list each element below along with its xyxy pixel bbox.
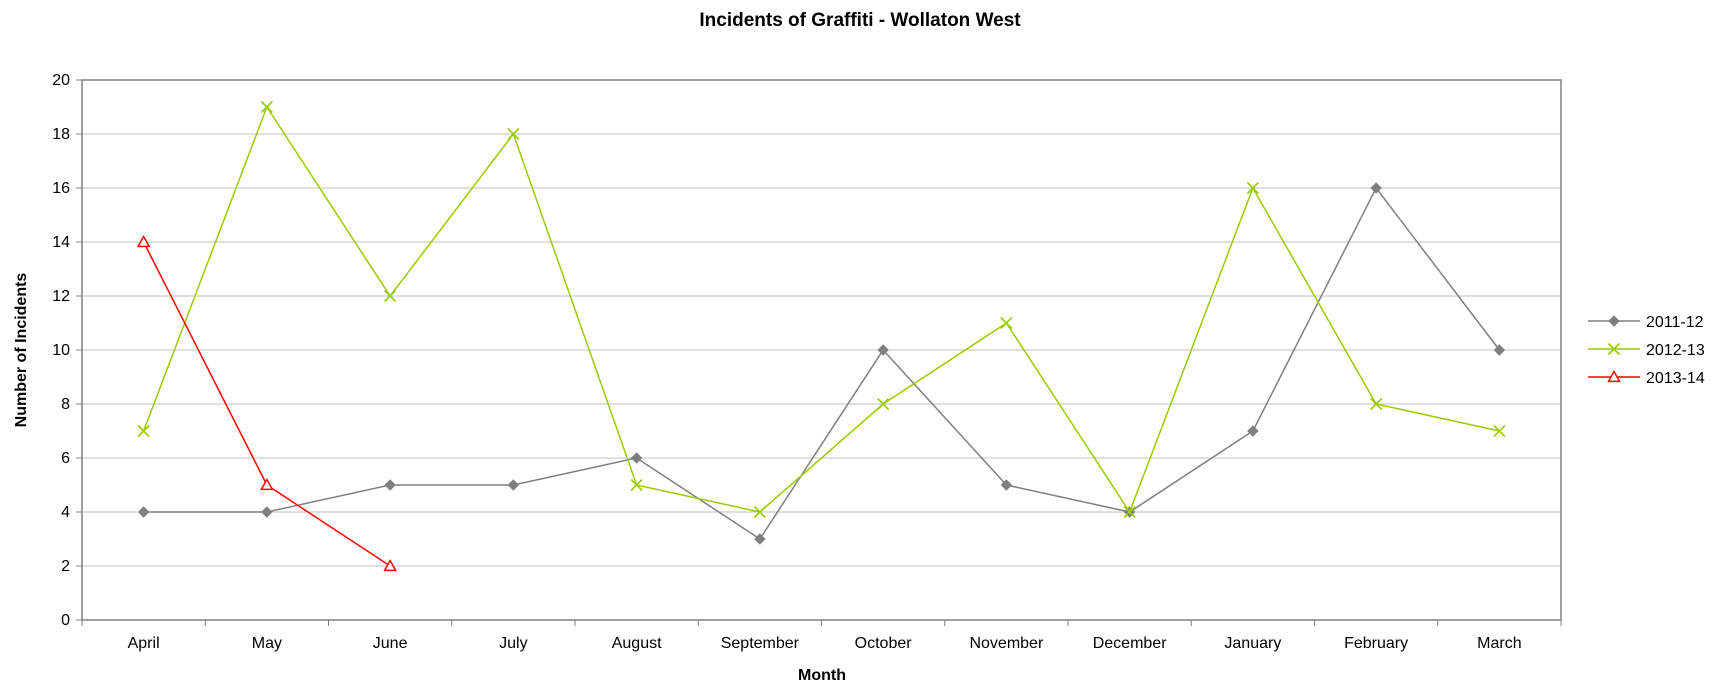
y-axis-title: Number of Incidents (13, 273, 30, 428)
legend-item: 2011-12 (1588, 314, 1704, 331)
legend: 2011-12 2012-13 2013-14 (1588, 314, 1705, 387)
data-point-2013-14-April (136, 234, 151, 248)
data-point-2013-14-May (260, 477, 274, 491)
y-tick-label: 0 (61, 612, 70, 629)
x-tick-label: November (969, 635, 1043, 652)
series-layer (136, 100, 1506, 572)
data-point-2011-12-September (754, 533, 766, 545)
x-marker-stroke (260, 100, 273, 114)
data-point-2011-12-October (877, 344, 889, 356)
x-tick-label: May (252, 635, 282, 652)
y-tick-label: 4 (61, 504, 70, 521)
legend-item: 2012-13 (1588, 342, 1705, 359)
x-tick-label: March (1477, 635, 1521, 652)
x-tick-label: January (1224, 635, 1281, 652)
x-tick-label: September (721, 635, 800, 652)
plot-area: 0 2 4 6 8 10 12 14 16 18 20 April May June July August… (52, 72, 1562, 652)
data-point-2012-13-November (1000, 316, 1013, 330)
data-point-2011-12-March (1493, 344, 1506, 356)
y-tick-label: 20 (52, 72, 70, 89)
series-line-2011-12 (143, 186, 1500, 541)
data-point-2012-13-February (1370, 397, 1383, 411)
legend-label: 2011-12 (1646, 314, 1704, 331)
x-tick-label: April (128, 635, 160, 652)
data-point-2012-13-December (1123, 505, 1136, 519)
series-2013-14 (136, 234, 397, 572)
data-point-2011-12-January (1247, 425, 1259, 437)
y-tick-label: 10 (52, 342, 70, 359)
data-point-2012-13-April (137, 424, 150, 438)
data-point-2012-13-October (877, 397, 890, 411)
y-tick-label: 2 (61, 558, 70, 575)
y-axis-ticks: 0 2 4 6 8 10 12 14 16 18 20 (52, 72, 82, 629)
x-tick-label: June (373, 635, 408, 652)
y-tick-label: 14 (52, 234, 70, 251)
data-point-legend-2012-13 (1607, 342, 1621, 356)
data-point-2011-12-June (384, 479, 396, 491)
y-tick-label: 16 (52, 180, 70, 197)
legend-label: 2012-13 (1646, 342, 1705, 359)
x-marker-stroke (384, 289, 397, 303)
data-point-2012-13-March (1493, 424, 1506, 438)
y-tick-label: 12 (52, 288, 70, 305)
x-marker-stroke (1493, 424, 1506, 438)
data-point-2012-13-July (507, 127, 520, 141)
legend-label: 2013-14 (1646, 370, 1705, 387)
series-2011-12 (137, 182, 1506, 545)
x-tick-label: August (612, 635, 662, 652)
x-marker-stroke (1607, 342, 1621, 356)
x-marker-stroke (630, 478, 643, 492)
data-point-2012-13-May (260, 100, 273, 114)
data-point-2012-13-January (1246, 181, 1259, 195)
data-point-legend-2011-12 (1608, 315, 1620, 327)
x-axis-title: Month (798, 667, 846, 684)
legend-item: 2013-14 (1588, 369, 1705, 387)
data-point-2011-12-August (630, 452, 643, 464)
x-marker-stroke (507, 127, 520, 141)
data-point-2011-12-April (137, 506, 150, 518)
chart-title: Incidents of Graffiti - Wollaton West (699, 10, 1021, 31)
x-marker-stroke (753, 505, 766, 519)
y-tick-label: 18 (52, 126, 70, 143)
data-point-2011-12-July (507, 479, 520, 491)
data-point-2011-12-November (1000, 479, 1013, 491)
x-marker-stroke (1246, 181, 1259, 195)
x-tick-label: February (1344, 635, 1408, 652)
data-point-2011-12-February (1370, 182, 1382, 194)
x-tick-label: October (855, 635, 913, 652)
x-marker-stroke (877, 397, 890, 411)
x-axis-ticks: April May June July August September October No… (81, 620, 1562, 652)
x-marker-stroke (137, 424, 150, 438)
data-point-2012-13-June (384, 289, 397, 303)
x-marker-stroke (1370, 397, 1383, 411)
series-line-2012-13 (142, 105, 1500, 514)
x-marker-stroke (1123, 505, 1136, 519)
x-marker-stroke (1000, 316, 1013, 330)
x-tick-label: July (499, 635, 527, 652)
data-point-legend-2013-14 (1607, 369, 1621, 383)
data-point-2012-13-August (630, 478, 643, 492)
y-tick-label: 8 (61, 396, 70, 413)
x-tick-label: December (1093, 635, 1167, 652)
series-2012-13 (137, 100, 1506, 519)
data-point-2012-13-September (753, 505, 766, 519)
data-point-2013-14-June (383, 558, 397, 572)
grid-lines (82, 133, 1561, 567)
y-tick-label: 6 (61, 450, 70, 467)
data-point-2011-12-May (261, 506, 273, 518)
